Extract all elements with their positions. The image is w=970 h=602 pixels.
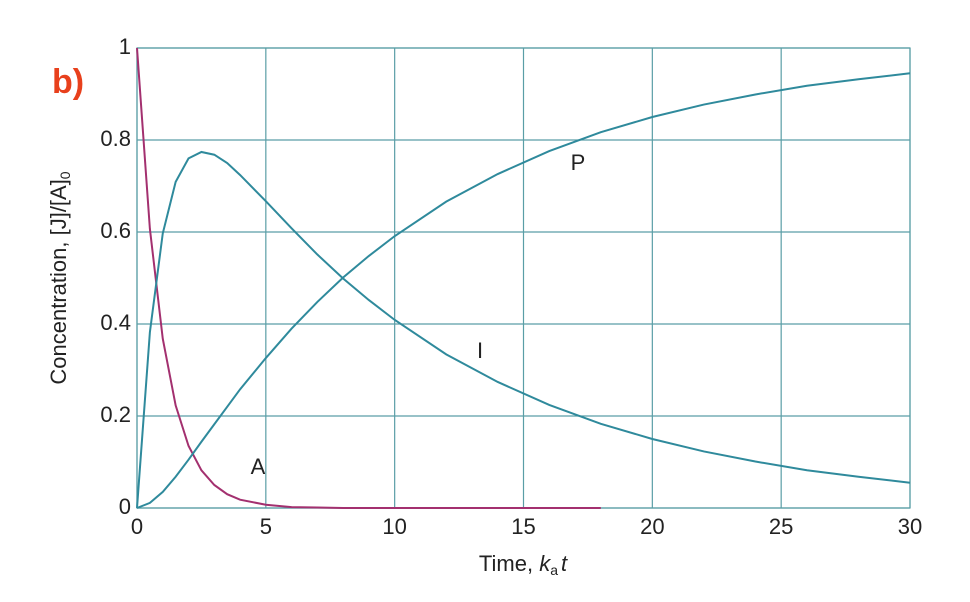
y-tick-label: 1 bbox=[119, 34, 131, 59]
y-axis-label: Concentration, [J]/[A]0 bbox=[46, 171, 73, 384]
x-label-sub: a bbox=[550, 562, 558, 578]
x-tick-label: 0 bbox=[131, 514, 143, 539]
x-label-var2: t bbox=[561, 551, 568, 576]
x-tick-label: 25 bbox=[769, 514, 793, 539]
x-tick-label: 10 bbox=[382, 514, 406, 539]
series-label: I bbox=[477, 338, 483, 363]
y-tick-label: 0 bbox=[119, 494, 131, 519]
y-tick-label: 0.4 bbox=[100, 310, 131, 335]
x-tick-label: 20 bbox=[640, 514, 664, 539]
y-tick-label: 0.2 bbox=[100, 402, 131, 427]
series-line bbox=[136, 72, 911, 509]
y-label-sub: 0 bbox=[57, 171, 73, 179]
series-line bbox=[136, 47, 601, 509]
x-tick-label: 15 bbox=[511, 514, 535, 539]
x-axis-label: Time, ka t bbox=[479, 551, 568, 578]
y-label-text: Concentration, [J]/[A] bbox=[46, 179, 71, 384]
series-label: P bbox=[571, 150, 586, 175]
x-label-text: Time, bbox=[479, 551, 539, 576]
x-tick-label: 30 bbox=[898, 514, 922, 539]
x-tick-label: 5 bbox=[260, 514, 272, 539]
y-tick-label: 0.6 bbox=[100, 218, 131, 243]
panel-label: b) bbox=[52, 63, 84, 101]
y-tick-label: 0.8 bbox=[100, 126, 131, 151]
series-label: A bbox=[251, 454, 266, 479]
x-label-var: k bbox=[539, 551, 551, 576]
